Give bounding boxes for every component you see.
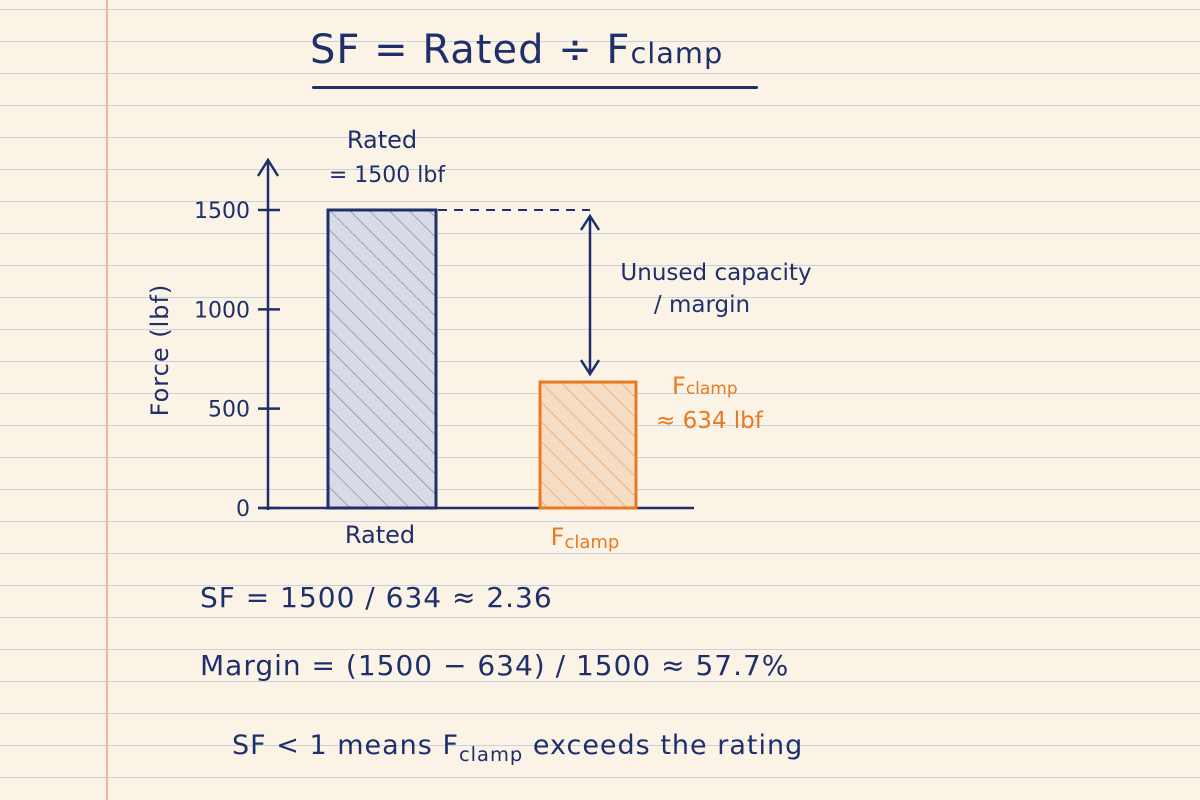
y-tick-label-1000: 1000 bbox=[194, 298, 250, 323]
sf-note-post: exceeds the rating bbox=[523, 730, 804, 761]
x-tick-label-fclamp: Fclamp bbox=[551, 523, 620, 553]
title-f: F bbox=[606, 27, 631, 73]
rated-annotation-line1: Rated bbox=[347, 126, 417, 154]
x-tick-label-rated: Rated bbox=[345, 521, 415, 549]
margin-annotation-line1: Unused capacity bbox=[620, 260, 811, 286]
sf-note-pre: SF < 1 means F bbox=[232, 730, 459, 761]
x-tick-label-fclamp-sub: clamp bbox=[564, 532, 619, 553]
y-tick-label-1500: 1500 bbox=[194, 199, 250, 224]
bar-fclamp bbox=[538, 380, 638, 510]
bar-rated bbox=[326, 208, 438, 510]
y-axis-arrow bbox=[256, 157, 280, 177]
fclamp-annotation-label: Fclamp bbox=[672, 372, 738, 400]
title-rated: Rated bbox=[422, 27, 545, 73]
y-axis-label: Force (lbf) bbox=[146, 284, 174, 417]
title-underline bbox=[312, 86, 758, 89]
sf-note-sub: clamp bbox=[458, 742, 524, 766]
margin-arrow bbox=[579, 213, 601, 377]
title-f-sub: clamp bbox=[630, 36, 724, 70]
fclamp-annotation-main: F bbox=[672, 372, 686, 400]
y-tick-label-0: 0 bbox=[236, 497, 250, 522]
page-title: SF = Rated ÷ Fclamp bbox=[310, 30, 723, 70]
notebook-margin-line bbox=[106, 0, 108, 800]
margin-annotation-line2: / margin bbox=[654, 292, 750, 318]
fclamp-annotation-sub: clamp bbox=[686, 379, 738, 399]
sf-formula: SF = 1500 / 634 ≈ 2.36 bbox=[200, 581, 553, 614]
fclamp-annotation-value: ≈ 634 lbf bbox=[656, 408, 764, 434]
y-tick-label-500: 500 bbox=[208, 398, 250, 423]
margin-formula: Margin = (1500 − 634) / 1500 ≈ 57.7% bbox=[200, 649, 790, 682]
title-divide: ÷ bbox=[558, 27, 593, 73]
margin-arrow-head-bottom bbox=[579, 359, 601, 377]
title-equals: = bbox=[374, 27, 409, 73]
rated-annotation-line2: = 1500 lbf bbox=[329, 163, 446, 188]
sf-note: SF < 1 means Fclamp exceeds the rating bbox=[232, 730, 804, 764]
margin-arrow-head-top bbox=[579, 213, 601, 231]
title-lhs: SF bbox=[310, 27, 361, 73]
x-tick-label-fclamp-main: F bbox=[551, 523, 565, 551]
